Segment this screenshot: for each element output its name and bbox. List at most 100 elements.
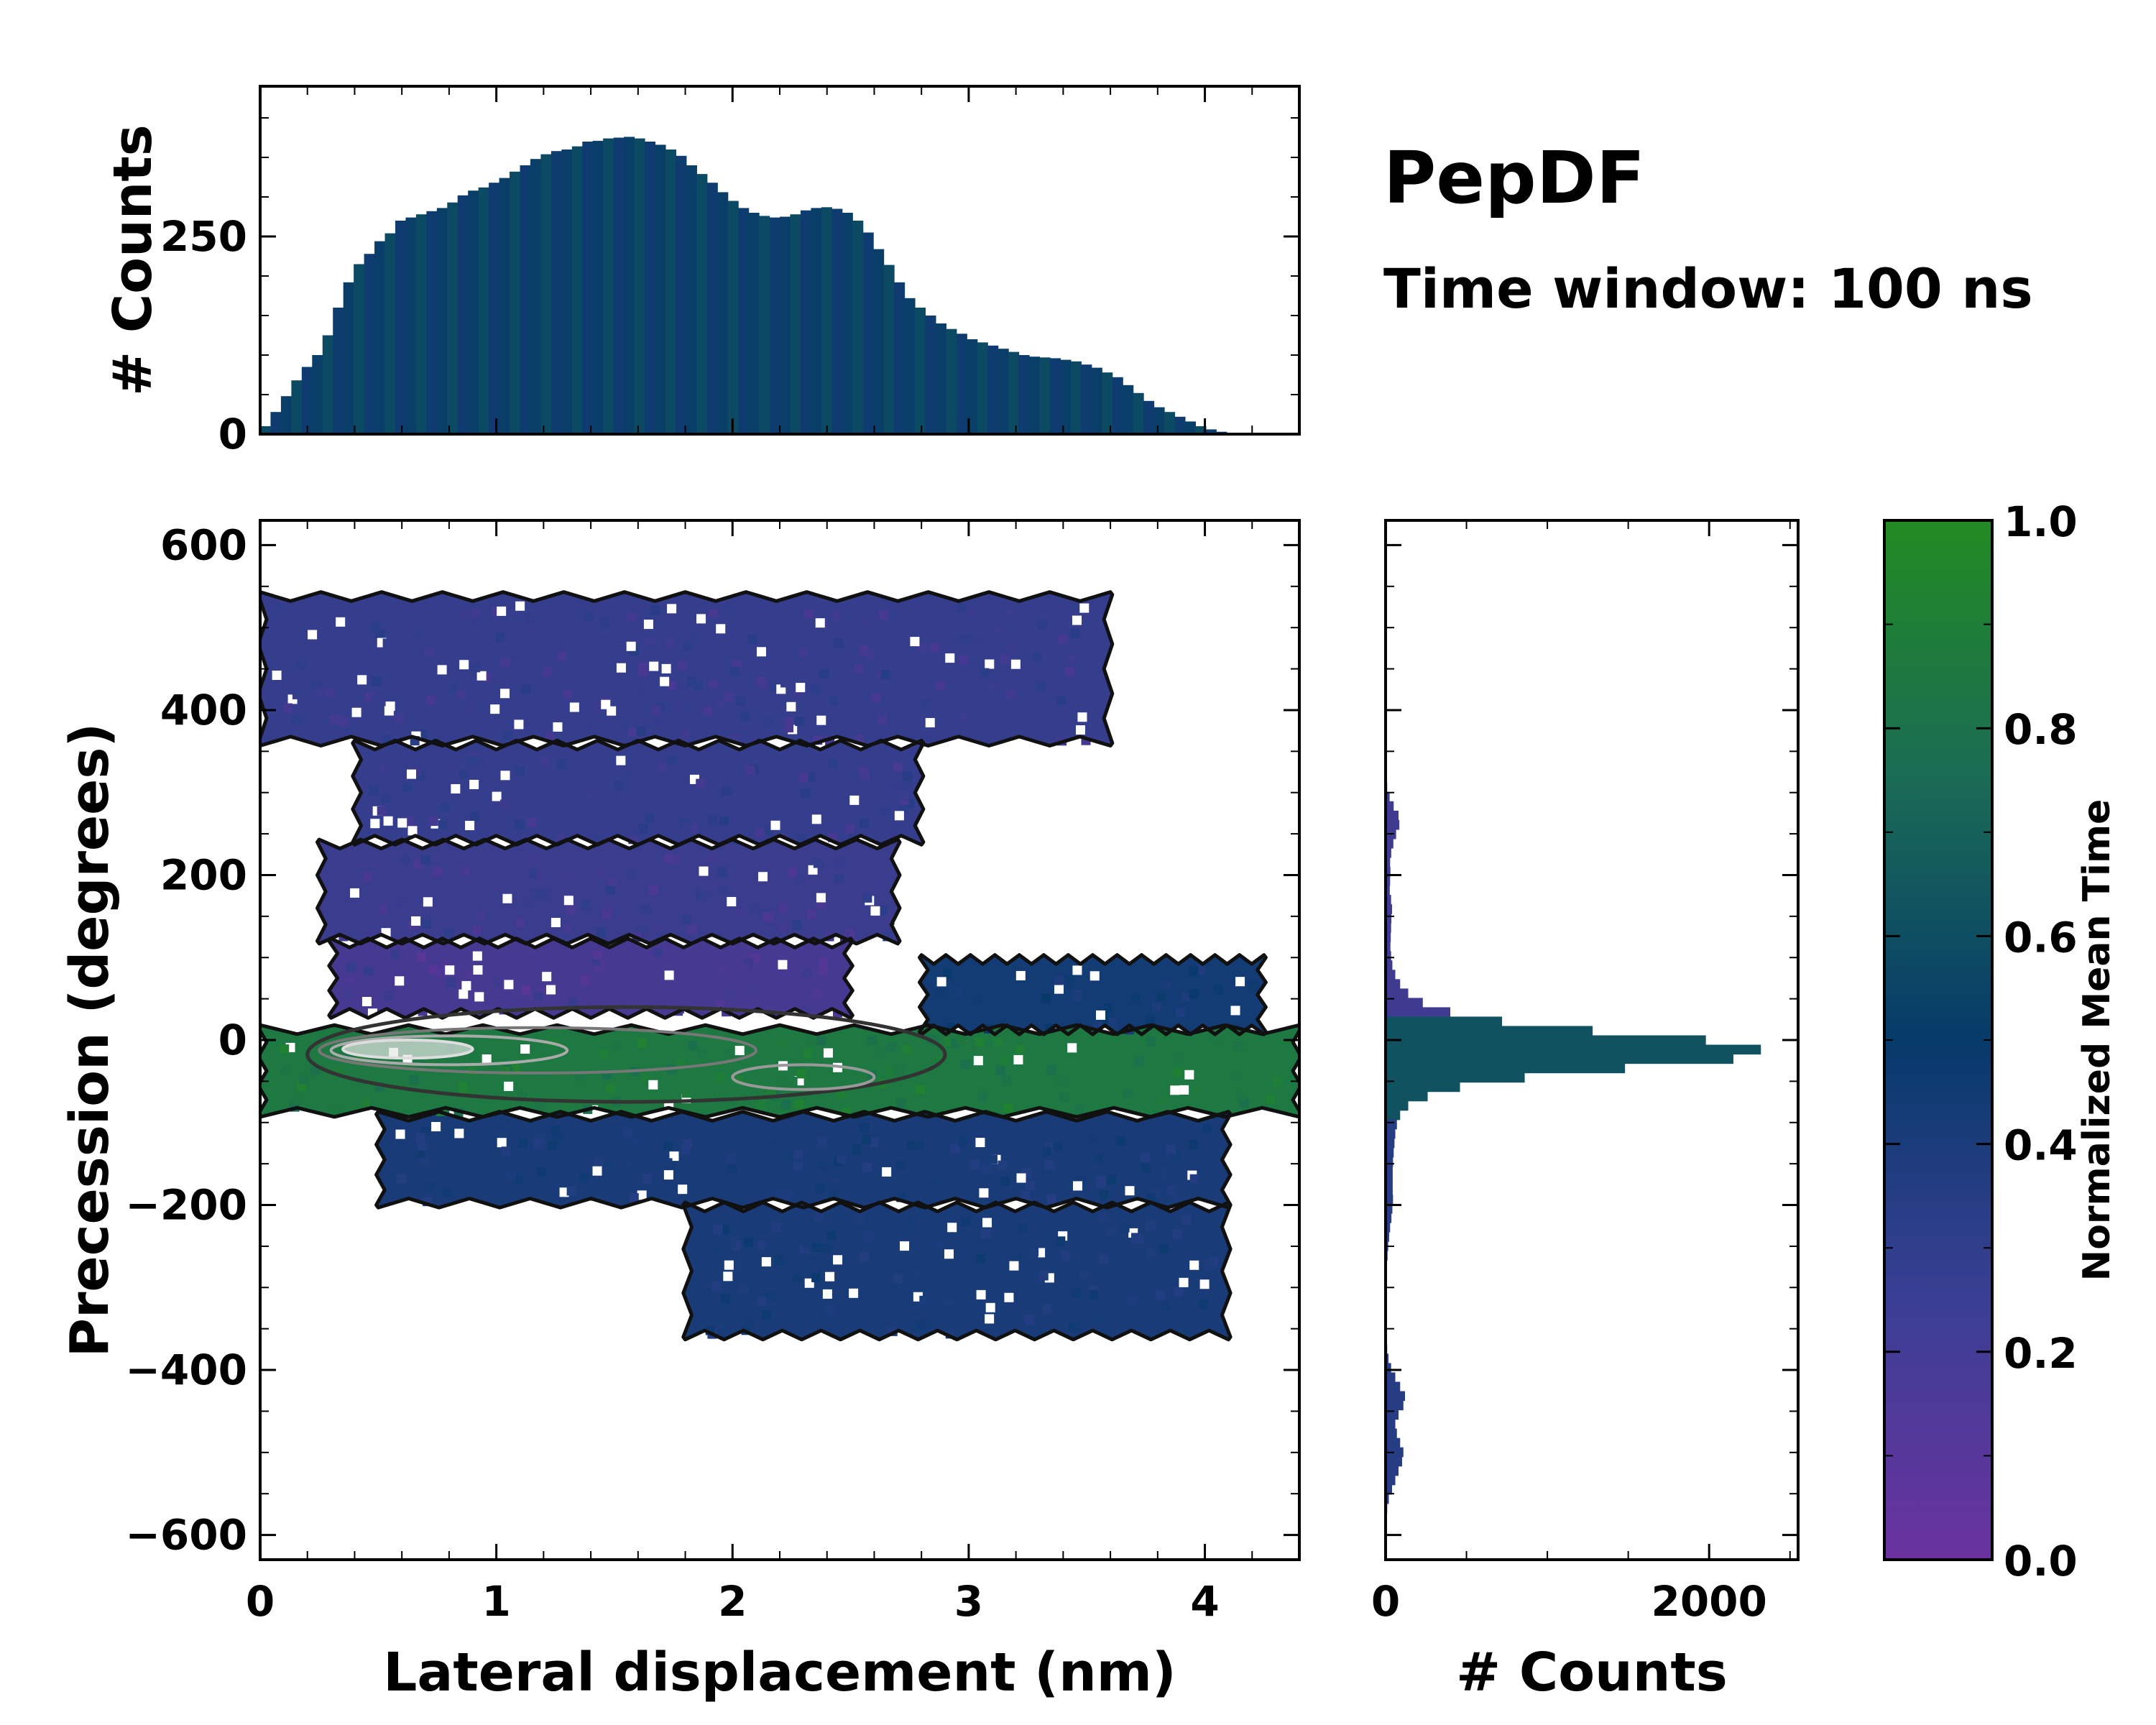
density-cell bbox=[459, 608, 469, 618]
density-cell bbox=[1141, 1152, 1151, 1162]
density-cell bbox=[501, 1146, 511, 1156]
right-hist-bar bbox=[1386, 951, 1391, 961]
density-cell bbox=[1189, 1260, 1199, 1270]
density-cell bbox=[625, 911, 635, 921]
right-histogram-ticks: 0 2000 bbox=[1371, 520, 1798, 1626]
density-cell bbox=[465, 821, 475, 831]
density-cell bbox=[346, 982, 356, 992]
top-hist-bar bbox=[510, 171, 521, 435]
colorbar: 0.0 0.2 0.4 0.6 0.8 1.0 Normalized Mean Time bbox=[1883, 497, 2119, 1586]
density-cell bbox=[867, 1036, 877, 1046]
density-cell bbox=[678, 1184, 688, 1195]
density-cell bbox=[794, 1099, 804, 1109]
density-cell bbox=[503, 730, 513, 740]
density-cell bbox=[1028, 1248, 1038, 1259]
density-cell bbox=[1204, 1260, 1214, 1270]
density-cell bbox=[1239, 1098, 1249, 1108]
density-cell bbox=[553, 722, 563, 732]
density-cell bbox=[1036, 681, 1046, 691]
top-hist-bar bbox=[1153, 407, 1165, 434]
density-cell bbox=[521, 684, 531, 694]
density-cell bbox=[689, 633, 699, 643]
density-cell bbox=[557, 641, 567, 651]
chart-subtitle: Time window: 100 ns bbox=[1383, 257, 2033, 321]
density-cell bbox=[471, 926, 482, 936]
density-cell bbox=[681, 1088, 691, 1098]
density-cell bbox=[454, 1128, 464, 1138]
top-hist-bar bbox=[655, 144, 666, 434]
density-cell bbox=[384, 990, 394, 1000]
top-hist-bar bbox=[374, 241, 386, 434]
density-cell bbox=[756, 647, 766, 657]
right-hist-bar bbox=[1386, 1438, 1401, 1448]
density-cell bbox=[511, 653, 521, 663]
density-cell bbox=[801, 968, 811, 978]
density-cell bbox=[936, 977, 946, 987]
density-cell bbox=[821, 1243, 831, 1254]
density-cell bbox=[476, 911, 486, 921]
density-cell bbox=[735, 908, 745, 918]
density-cell bbox=[900, 1241, 910, 1251]
density-cell bbox=[726, 1154, 736, 1164]
density-region-upper-band-2 bbox=[352, 740, 923, 845]
density-contour-lower-band-2 bbox=[681, 1200, 1233, 1342]
density-cell bbox=[405, 816, 415, 826]
density-cell bbox=[607, 876, 617, 886]
density-cell bbox=[1038, 620, 1048, 630]
density-cell bbox=[798, 883, 808, 893]
density-cell bbox=[1044, 1160, 1054, 1170]
top-hist-bar bbox=[436, 208, 448, 434]
right-hist-bar bbox=[1386, 791, 1390, 802]
density-cell bbox=[1198, 1300, 1208, 1310]
colorbar-tick-label: 0.2 bbox=[2004, 1329, 2078, 1378]
colorbar-ticks: 0.0 0.2 0.4 0.6 0.8 1.0 bbox=[1884, 497, 2078, 1586]
density-cell bbox=[778, 923, 788, 933]
top-hist-bar bbox=[873, 249, 885, 434]
density-cell bbox=[382, 638, 392, 648]
density-cell bbox=[740, 712, 750, 722]
density-cell bbox=[719, 885, 729, 895]
density-cell bbox=[579, 1172, 589, 1182]
density-cell bbox=[500, 657, 510, 667]
density-cell bbox=[743, 1237, 753, 1247]
right-hist-bar bbox=[1386, 867, 1391, 877]
density-cell bbox=[550, 1125, 561, 1135]
density-cell bbox=[377, 806, 387, 816]
right-hist-bar bbox=[1386, 960, 1393, 970]
density-cell bbox=[559, 1187, 569, 1197]
density-cell bbox=[795, 717, 805, 727]
top-hist-bar bbox=[696, 174, 708, 434]
density-cell bbox=[346, 962, 356, 972]
density-cell bbox=[490, 704, 500, 714]
density-cell bbox=[1158, 1244, 1169, 1254]
density-cell bbox=[1202, 1123, 1212, 1133]
density-cell bbox=[837, 1154, 847, 1164]
density-cell bbox=[892, 782, 902, 792]
density-cell bbox=[727, 896, 737, 906]
right-hist-bar bbox=[1386, 942, 1391, 952]
density-cell bbox=[292, 715, 302, 725]
density-cell bbox=[1065, 666, 1075, 676]
top-hist-bar bbox=[1081, 364, 1092, 434]
right-hist-bar bbox=[1386, 1035, 1706, 1046]
density-cell bbox=[618, 721, 628, 731]
density-cell bbox=[1000, 654, 1010, 664]
density-cell bbox=[1073, 1181, 1083, 1191]
density-cell bbox=[788, 868, 798, 878]
right-hist-bar bbox=[1386, 1147, 1394, 1158]
top-hist-bar bbox=[520, 165, 531, 434]
density-cell bbox=[407, 1146, 417, 1156]
density-cell bbox=[423, 897, 433, 907]
density-cell bbox=[1038, 1271, 1049, 1281]
density-cell bbox=[770, 820, 780, 830]
density-cell bbox=[1179, 1277, 1189, 1287]
density-cell bbox=[534, 1101, 544, 1111]
density-cell bbox=[958, 712, 968, 722]
top-hist-bar bbox=[894, 282, 906, 434]
right-hist-bar bbox=[1386, 1213, 1392, 1223]
density-cell bbox=[469, 617, 479, 627]
right-hist-bar bbox=[1386, 979, 1401, 989]
density-cell bbox=[1090, 1314, 1100, 1324]
density-cell bbox=[880, 670, 890, 680]
density-cell bbox=[727, 1164, 737, 1174]
